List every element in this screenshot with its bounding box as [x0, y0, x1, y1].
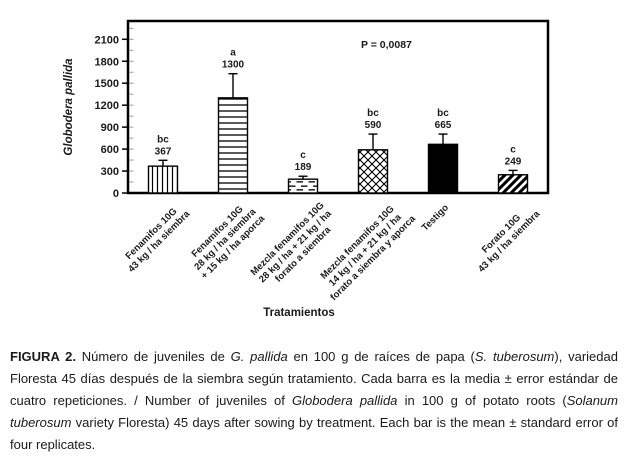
bar-value-label: 249: [505, 156, 522, 167]
plot-frame: [126, 19, 550, 195]
caption-segment: ), variedad Floresta 45 días después de …: [10, 349, 618, 408]
bar: [147, 165, 179, 194]
caption-segment: variety Floresta) 45 days after sowing b…: [10, 415, 618, 452]
bar: [497, 174, 529, 194]
bar: [217, 97, 249, 194]
significance-letter: bc: [437, 108, 449, 119]
y-axis-tick-label: 600: [101, 144, 119, 156]
y-axis-tick-label: 1200: [95, 100, 119, 112]
bar: [357, 149, 389, 194]
bar-value-label: 1300: [222, 60, 245, 71]
significance-letter: bc: [367, 108, 379, 119]
bar-value-label: 367: [155, 146, 172, 157]
caption-segment: Número de juveniles de: [75, 349, 231, 364]
p-value-annotation: P = 0,0087: [361, 39, 412, 51]
x-axis-category-label: Testigo: [420, 202, 451, 233]
y-axis-tick-label: 300: [101, 166, 119, 178]
y-axis-tick-label: 900: [101, 122, 119, 134]
significance-letter: c: [300, 150, 306, 161]
y-axis-tick-label: 0: [113, 188, 119, 200]
x-axis-title: Tratamientos: [263, 307, 335, 319]
x-axis-category-label: Fenamifos 10G43 kg / ha siembra: [118, 200, 192, 274]
bar: [287, 178, 319, 194]
caption-segment: Solanum tuberosum: [10, 393, 618, 430]
caption-segment: FIGURA 2.: [10, 349, 76, 364]
bar-value-label: 590: [365, 120, 382, 131]
significance-letter: a: [230, 48, 236, 59]
significance-letter: bc: [157, 134, 169, 145]
significance-letter: c: [510, 144, 516, 155]
y-axis-title: Globodera pallida: [63, 58, 75, 156]
x-axis-category-label: Forato 10G43 kg / ha siembra: [468, 200, 542, 274]
caption-segment: en 100 g de raíces de papa (: [287, 349, 475, 364]
bar: [427, 143, 459, 194]
caption-segment: Globodera pallida: [291, 393, 398, 408]
y-axis-tick-label: 2100: [95, 34, 119, 46]
y-axis-tick-label: 1500: [95, 78, 119, 90]
caption-segment: G. pallida: [230, 349, 288, 364]
bar-chart: 0 300 600 900 1200 1500 1800 2100 Globodera pall…: [63, 19, 550, 319]
figure-caption: FIGURA 2. Número de juveniles de G. pall…: [10, 346, 618, 456]
bar-value-label: 665: [435, 120, 452, 131]
caption-segment: S. tuberosum: [474, 349, 555, 364]
bar-value-label: 189: [295, 162, 312, 173]
caption-segment: in 100 g of potato roots (: [397, 393, 567, 408]
y-axis-tick-label: 1800: [95, 56, 119, 68]
